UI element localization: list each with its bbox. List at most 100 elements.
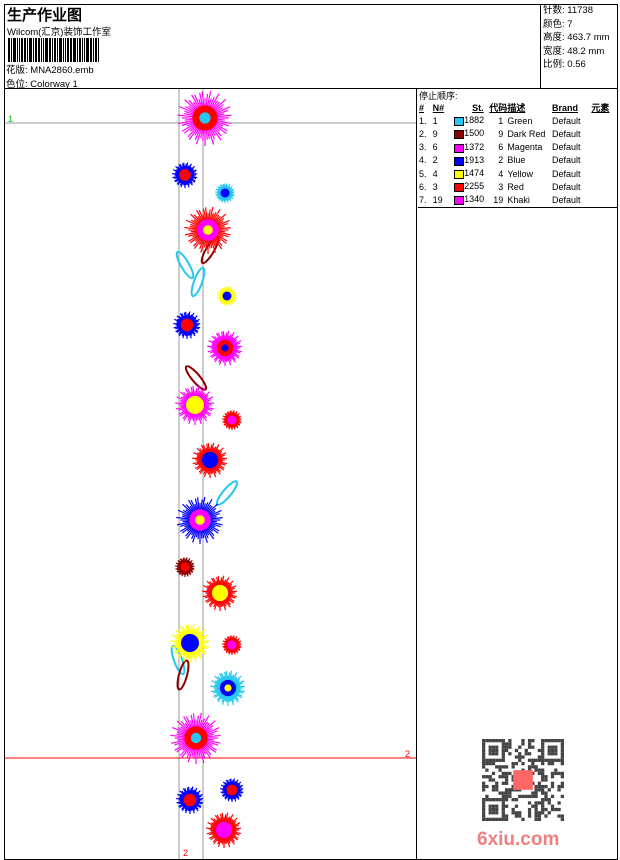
info-label: 宽度: (543, 45, 565, 57)
info-value: 463.7 mm (567, 32, 610, 43)
header: 生产作业图 Wilcom(汇京)装饰工作室 花版: MNA2860.emb 色位… (4, 4, 618, 90)
needle-number: 6 (432, 142, 438, 153)
info-label: 针数: (543, 5, 565, 16)
color-code: 3 (498, 181, 504, 192)
color-swatch (454, 130, 465, 140)
flower-motif (176, 786, 204, 814)
legend-column-header: 元素 (591, 103, 610, 114)
needle-number: 4 (432, 168, 438, 179)
page-title: 生产作业图 (7, 7, 83, 24)
info-label: 高度: (543, 32, 565, 43)
info-row: 针数: 11738 (543, 4, 618, 18)
row-index: 7. (419, 194, 427, 205)
needle-number: 1 (432, 115, 438, 126)
info-row: 高度: 463.7 mm (543, 31, 618, 45)
needle-number: 3 (432, 181, 438, 192)
color-swatch (454, 183, 465, 193)
flower-motif (215, 183, 235, 203)
info-label: 颜色: (543, 18, 565, 30)
leaf (190, 266, 206, 298)
stitch-count: 1474 (464, 168, 485, 179)
legend-row: 7. 19 1340 19 Khaki Default (419, 193, 617, 206)
design-file-label: 花版: (6, 65, 28, 76)
color-description: Dark Red (507, 128, 546, 139)
info-label: 比例: (543, 59, 565, 70)
info-value: 48.2 mm (567, 45, 605, 57)
legend-caption: 停止顺序: (419, 91, 458, 101)
color-description: Red (507, 181, 524, 192)
legend-column-header: 代码 (489, 103, 508, 114)
colorway-value: Colorway 1 (30, 79, 78, 90)
leaf (176, 659, 190, 691)
barcode (8, 38, 100, 62)
leaf (184, 365, 208, 391)
stitch-count: 1500 (464, 128, 485, 139)
needle-number: 2 (432, 155, 438, 166)
flower-motif (173, 311, 201, 339)
end-marker: 2 (405, 749, 410, 759)
brand: Default (551, 155, 581, 166)
flower-motif (210, 670, 246, 706)
legend-row: 4. 2 1913 2 Blue Default (419, 154, 617, 167)
legend-column-header: St. (472, 102, 484, 113)
flower-motif (192, 442, 228, 478)
flower-motif (222, 410, 242, 430)
design-preview: 1 2 2 (5, 89, 417, 859)
start-marker: 1 (8, 114, 13, 124)
company-name: Wilcom(汇京)装饰工作室 (7, 27, 111, 38)
end-marker-bottom: 2 (183, 848, 188, 858)
legend-column-header: N# (432, 102, 445, 113)
color-description: Blue (507, 155, 526, 166)
flower-motif (170, 712, 221, 764)
watermark-logo: 6xiu.com (477, 829, 560, 850)
row-index: 5. (419, 168, 427, 179)
color-swatch (454, 170, 465, 180)
stitch-count: 2255 (464, 181, 485, 192)
color-code: 4 (498, 168, 504, 179)
flower-motif (207, 330, 243, 366)
color-swatch (454, 156, 465, 166)
info-row: 颜色: 7 (543, 18, 618, 32)
brand: Default (551, 194, 581, 205)
stitch-count: 1372 (464, 141, 485, 152)
flower-motif (170, 623, 209, 663)
brand: Default (551, 168, 581, 179)
flower-motif (222, 635, 242, 655)
color-code: 2 (498, 155, 504, 166)
legend-row: 1. 1 1882 1 Green Default (419, 114, 617, 127)
flower-motif (217, 286, 237, 306)
row-index: 4. (419, 155, 427, 166)
leaf (170, 644, 186, 676)
brand: Default (551, 115, 581, 126)
row-index: 6. (419, 181, 427, 192)
stitch-count: 1913 (464, 154, 485, 165)
legend-column-header: 描述 (507, 103, 526, 114)
qr-code (482, 739, 564, 821)
info-value: 0.56 (567, 59, 586, 70)
row-index: 3. (419, 142, 427, 153)
color-code: 1 (498, 115, 504, 126)
color-code: 19 (493, 194, 504, 205)
flower-motif (177, 90, 232, 146)
colorway-label: 色位: (6, 79, 28, 90)
color-description: Khaki (507, 194, 530, 205)
legend-column-header: Brand (551, 102, 578, 113)
color-code: 9 (498, 128, 504, 139)
color-sequence-legend: 停止顺序: # N# St. 代码 描述 Brand 元素 1. 1 1882 1 Green Defa… (418, 89, 617, 208)
leaf (215, 480, 239, 506)
flower-motif (175, 557, 195, 577)
colorway: 色位: Colorway 1 (6, 76, 78, 90)
stitch-count: 1340 (464, 194, 485, 205)
flower-motif (184, 206, 231, 254)
flower-motif (202, 575, 238, 611)
color-description: Magenta (507, 142, 543, 153)
design-info: 针数: 11738 颜色: 7 高度: 463.7 mm 宽度: 48.2 mm 比例:… (540, 4, 618, 89)
row-index: 1. (419, 115, 427, 126)
needle-number: 9 (432, 128, 438, 139)
color-swatch (454, 143, 465, 153)
design-file: 花版: MNA2860.emb (6, 62, 94, 76)
flower-motif (172, 162, 198, 188)
brand: Default (551, 181, 581, 192)
flower-motif (220, 778, 244, 802)
legend-row: 6. 3 2255 3 Red Default (419, 180, 617, 193)
